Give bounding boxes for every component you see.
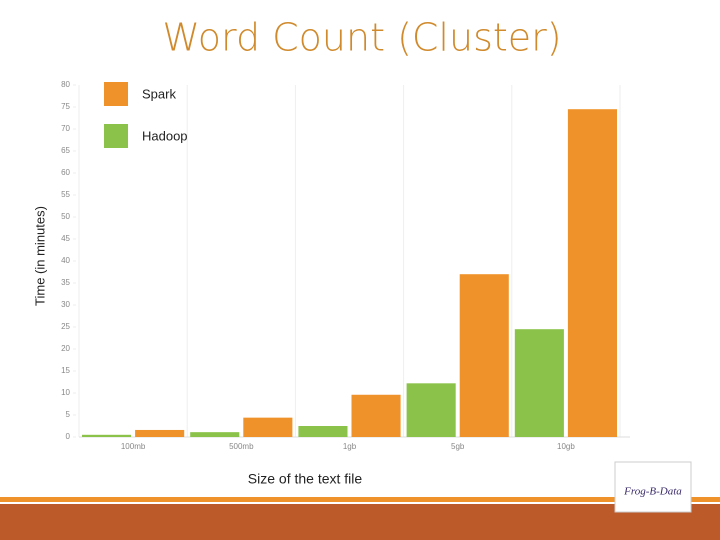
y-tick-label: 15 — [61, 366, 70, 375]
bar — [82, 434, 132, 437]
y-tick-label: 0 — [66, 432, 71, 441]
logo-box — [614, 461, 692, 513]
legend-swatch — [104, 82, 128, 106]
chart-title: Word Count (Cluster) — [162, 16, 561, 60]
bar — [514, 329, 564, 437]
y-tick-label: 45 — [61, 234, 70, 243]
legend-label: Hadoop — [142, 128, 188, 143]
bar — [298, 426, 348, 437]
x-axis-title: Size of the text file — [248, 471, 363, 487]
x-tick-label: 500mb — [229, 442, 254, 451]
x-tick-label: 1gb — [343, 442, 357, 451]
footer-strip — [0, 497, 720, 502]
logo: Frog-B-Data — [623, 486, 682, 498]
y-tick-label: 20 — [61, 344, 70, 353]
y-axis-title: Time (in minutes) — [32, 206, 47, 306]
bar — [351, 394, 401, 437]
y-tick-label: 5 — [66, 410, 71, 419]
y-tick-label: 40 — [61, 256, 70, 265]
y-tick-label: 55 — [61, 190, 70, 199]
bar — [190, 432, 240, 437]
bar — [406, 383, 456, 437]
y-tick-label: 60 — [61, 168, 70, 177]
x-tick-label: 5gb — [451, 442, 465, 451]
y-tick-label: 80 — [61, 80, 70, 89]
y-tick-label: 10 — [61, 388, 70, 397]
y-tick-label: 30 — [61, 300, 70, 309]
bar — [567, 109, 617, 437]
bar — [243, 417, 293, 437]
bar — [135, 429, 185, 437]
y-tick-label: 50 — [61, 212, 70, 221]
x-tick-label: 10gb — [557, 442, 575, 451]
y-tick-label: 35 — [61, 278, 70, 287]
y-tick-label: 75 — [61, 102, 70, 111]
legend-swatch — [104, 124, 128, 148]
y-tick-label: 70 — [61, 124, 70, 133]
y-tick-label: 65 — [61, 146, 70, 155]
bar — [459, 274, 509, 437]
footer-bar — [0, 504, 720, 540]
legend-label: Spark — [142, 86, 176, 101]
y-tick-label: 25 — [61, 322, 70, 331]
x-tick-label: 100mb — [121, 442, 146, 451]
